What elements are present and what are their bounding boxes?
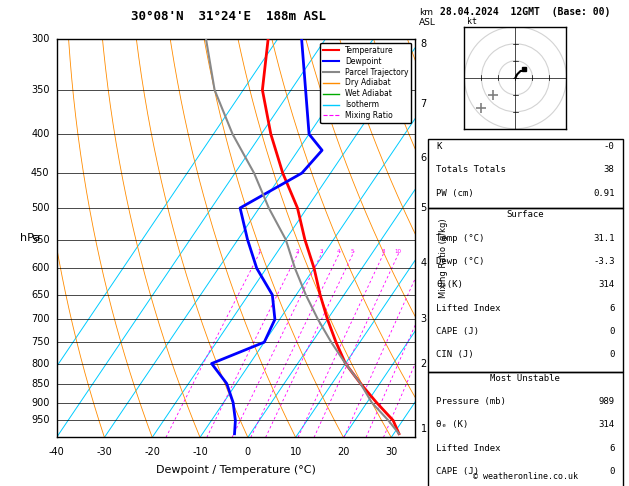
Text: 0.91: 0.91 [593,189,615,198]
Text: Dewpoint / Temperature (°C): Dewpoint / Temperature (°C) [156,465,316,475]
Text: CAPE (J): CAPE (J) [436,467,479,476]
Text: 350: 350 [31,85,50,95]
Bar [428,372,623,486]
Text: 300: 300 [31,34,50,44]
Text: Most Unstable: Most Unstable [490,374,560,383]
Text: 650: 650 [31,290,50,300]
Text: 600: 600 [31,263,50,273]
Text: Dewp (°C): Dewp (°C) [436,257,484,266]
Bar [428,208,623,372]
Text: -3.3: -3.3 [593,257,615,266]
Text: 2: 2 [296,249,299,254]
Text: K: K [436,142,442,151]
Text: 1: 1 [257,249,260,254]
Text: -10: -10 [192,447,208,457]
Text: 900: 900 [31,398,50,408]
Text: 4: 4 [337,249,340,254]
Text: Surface: Surface [506,210,544,220]
Text: 1: 1 [421,424,426,434]
Text: kt: kt [467,17,477,26]
Text: 7: 7 [421,99,426,109]
Text: 2: 2 [421,359,426,368]
Text: 8: 8 [382,249,385,254]
Text: -20: -20 [144,447,160,457]
Text: 8: 8 [421,39,426,50]
Text: 20: 20 [337,447,350,457]
Text: 30: 30 [385,447,398,457]
Text: 750: 750 [31,337,50,347]
Text: Lifted Index: Lifted Index [436,304,501,313]
Legend: Temperature, Dewpoint, Parcel Trajectory, Dry Adiabat, Wet Adiabat, Isotherm, Mi: Temperature, Dewpoint, Parcel Trajectory… [320,43,411,123]
Text: 950: 950 [31,416,50,425]
Text: CAPE (J): CAPE (J) [436,327,479,336]
Text: 6: 6 [609,304,615,313]
Text: 31.1: 31.1 [593,234,615,243]
Text: hPa: hPa [19,233,40,243]
Text: 550: 550 [31,235,50,244]
Text: 4: 4 [421,258,426,268]
Text: 3: 3 [421,314,426,324]
Text: 0: 0 [245,447,251,457]
Text: 989: 989 [598,397,615,406]
Text: 30°08'N  31°24'E  188m ASL: 30°08'N 31°24'E 188m ASL [131,10,326,23]
Text: Pressure (mb): Pressure (mb) [436,397,506,406]
Text: -0: -0 [604,142,615,151]
Text: 5: 5 [421,203,426,213]
Text: 314: 314 [598,420,615,430]
Text: 10: 10 [395,249,402,254]
Text: Lifted Index: Lifted Index [436,444,501,453]
Text: 0: 0 [609,350,615,360]
Text: 5: 5 [351,249,355,254]
Text: Temp (°C): Temp (°C) [436,234,484,243]
Text: 700: 700 [31,314,50,324]
Text: Totals Totals: Totals Totals [436,165,506,174]
Text: 6: 6 [609,444,615,453]
Text: 500: 500 [31,203,50,213]
Text: km
ASL: km ASL [419,8,436,27]
Text: CIN (J): CIN (J) [436,350,474,360]
Text: -40: -40 [48,447,65,457]
Text: 314: 314 [598,280,615,290]
Text: -30: -30 [96,447,113,457]
Text: 38: 38 [604,165,615,174]
Text: θₑ(K): θₑ(K) [436,280,463,290]
Text: 400: 400 [31,129,50,139]
Text: 850: 850 [31,379,50,389]
Text: Mixing Ratio (g/kg): Mixing Ratio (g/kg) [439,218,448,298]
Text: PW (cm): PW (cm) [436,189,474,198]
Bar [428,139,623,208]
Text: 6: 6 [421,153,426,163]
Text: 450: 450 [31,168,50,178]
Text: 10: 10 [289,447,302,457]
Text: © weatheronline.co.uk: © weatheronline.co.uk [473,472,577,481]
Text: 0: 0 [609,467,615,476]
Text: 0: 0 [609,327,615,336]
Text: 28.04.2024  12GMT  (Base: 00): 28.04.2024 12GMT (Base: 00) [440,7,610,17]
Text: 3: 3 [320,249,323,254]
Text: 800: 800 [31,359,50,368]
Text: θₑ (K): θₑ (K) [436,420,468,430]
